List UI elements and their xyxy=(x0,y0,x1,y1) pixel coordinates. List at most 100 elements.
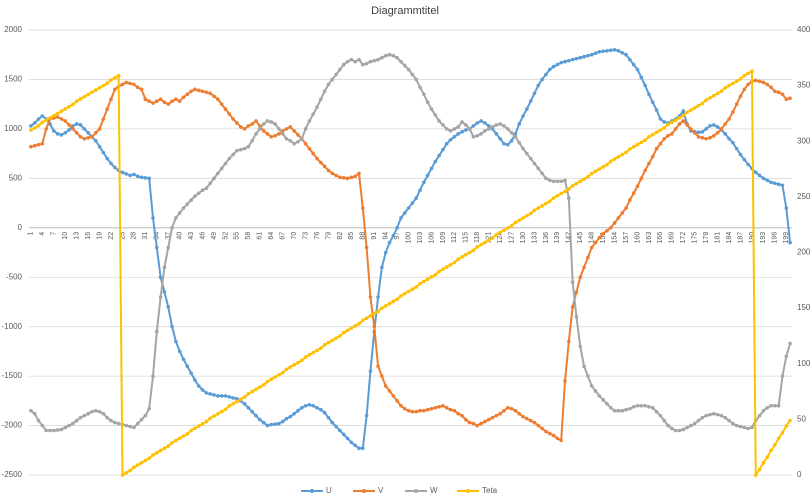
data-point xyxy=(601,165,605,169)
x-tick-label: 163 xyxy=(646,232,653,244)
data-point xyxy=(692,106,697,110)
data-point xyxy=(456,132,460,136)
data-point xyxy=(483,121,487,125)
data-point xyxy=(490,236,495,240)
data-point xyxy=(780,374,785,378)
data-point xyxy=(109,418,113,423)
data-point xyxy=(265,132,270,136)
data-point xyxy=(635,67,640,72)
data-point xyxy=(750,425,754,430)
data-point xyxy=(139,460,144,465)
data-point xyxy=(74,99,79,103)
data-point xyxy=(673,428,678,433)
data-point xyxy=(151,453,155,457)
data-point xyxy=(544,201,548,206)
data-point xyxy=(734,79,739,83)
data-point xyxy=(280,370,285,375)
data-point xyxy=(319,97,323,102)
x-tick-label: 142 xyxy=(566,232,573,244)
data-point xyxy=(559,438,563,443)
data-point xyxy=(509,131,514,135)
data-point xyxy=(563,379,567,383)
data-point xyxy=(78,415,83,420)
data-point xyxy=(425,100,430,104)
data-point xyxy=(189,89,193,94)
data-point xyxy=(364,413,369,418)
data-point xyxy=(265,423,270,428)
y2-tick-label: 100 xyxy=(797,359,810,368)
data-point xyxy=(32,411,37,416)
data-point xyxy=(425,277,430,282)
data-point xyxy=(643,168,647,173)
data-point xyxy=(788,341,792,346)
data-point xyxy=(292,363,296,367)
data-point xyxy=(299,405,304,410)
data-point xyxy=(643,83,647,88)
data-point xyxy=(620,50,625,55)
x-tick-label: 58 xyxy=(245,232,252,240)
data-point xyxy=(273,122,277,126)
data-point xyxy=(166,305,171,309)
x-tick-label: 190 xyxy=(749,232,756,244)
data-point xyxy=(563,189,567,194)
data-point xyxy=(147,176,151,181)
data-point xyxy=(616,216,621,220)
data-point xyxy=(55,428,60,432)
data-point xyxy=(624,52,628,57)
data-point xyxy=(414,285,419,289)
data-point xyxy=(620,152,625,157)
data-point xyxy=(380,374,384,378)
data-point xyxy=(322,343,327,347)
data-point xyxy=(422,408,426,413)
data-point xyxy=(303,141,308,146)
data-point xyxy=(132,82,136,87)
x-tick-label: 139 xyxy=(554,232,561,244)
data-point xyxy=(116,73,121,78)
data-point xyxy=(593,389,598,393)
data-point xyxy=(410,287,415,292)
data-point xyxy=(395,225,399,230)
x-tick-label: 76 xyxy=(314,232,321,240)
data-point xyxy=(570,183,575,188)
x-tick-label: 175 xyxy=(692,232,699,244)
x-tick-label: 1 xyxy=(28,232,35,236)
x-tick-label: 136 xyxy=(543,232,550,244)
data-point xyxy=(437,404,441,409)
data-point xyxy=(521,216,525,220)
data-point xyxy=(727,418,731,423)
data-point xyxy=(120,170,125,175)
data-point xyxy=(593,51,598,56)
x-tick-label: 52 xyxy=(222,232,229,240)
data-point xyxy=(387,52,392,57)
data-point xyxy=(414,409,419,414)
data-point xyxy=(505,405,510,410)
data-point xyxy=(319,346,323,350)
data-point xyxy=(284,367,289,372)
data-point xyxy=(353,443,357,448)
data-point xyxy=(246,144,251,149)
data-point xyxy=(353,59,357,64)
data-point xyxy=(544,176,548,181)
data-point xyxy=(101,411,106,416)
data-point xyxy=(349,440,354,445)
data-point xyxy=(296,360,300,365)
data-point xyxy=(704,136,708,141)
y2-tick-label: 200 xyxy=(797,248,810,257)
data-point xyxy=(155,329,159,334)
data-point xyxy=(605,402,609,406)
data-point xyxy=(204,90,209,95)
data-point xyxy=(486,238,491,243)
data-point xyxy=(116,421,121,426)
data-point xyxy=(753,473,758,477)
data-point xyxy=(29,408,33,413)
data-point xyxy=(196,88,201,93)
data-point xyxy=(528,156,533,161)
data-point xyxy=(483,129,487,133)
data-point xyxy=(303,403,308,408)
data-point xyxy=(280,419,285,424)
data-point xyxy=(460,130,464,134)
data-point xyxy=(357,321,361,326)
data-point xyxy=(685,123,689,127)
data-point xyxy=(654,146,659,151)
data-point xyxy=(223,107,228,111)
